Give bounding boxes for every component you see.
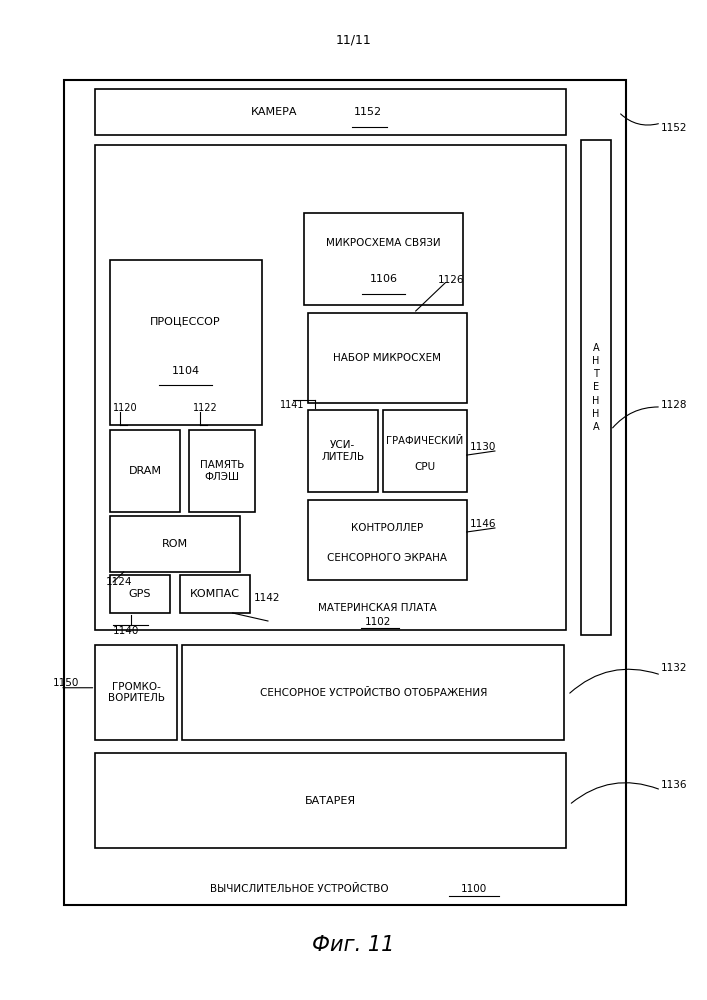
Text: 1122: 1122	[193, 403, 218, 413]
Bar	[95, 89, 566, 135]
Text: ГРАФИЧЕСКИЙ: ГРАФИЧЕСКИЙ	[386, 436, 464, 446]
Text: DRAM: DRAM	[129, 466, 161, 476]
Text: ПАМЯТЬ
ФЛЭШ: ПАМЯТЬ ФЛЭШ	[200, 460, 244, 482]
Text: ROM: ROM	[162, 539, 188, 549]
Bar	[308, 500, 467, 580]
Text: 1124: 1124	[106, 577, 132, 587]
Text: УСИ-
ЛИТЕЛЬ: УСИ- ЛИТЕЛЬ	[322, 440, 364, 462]
Text: 1132: 1132	[661, 663, 687, 673]
Bar	[110, 516, 240, 572]
Text: 1106: 1106	[370, 274, 397, 284]
Text: 1141: 1141	[279, 400, 304, 410]
Text: 1146: 1146	[470, 519, 496, 529]
Text: МАТЕРИНСКАЯ ПЛАТА: МАТЕРИНСКАЯ ПЛАТА	[318, 603, 437, 613]
Bar	[581, 140, 611, 635]
Text: КАМЕРА: КАМЕРА	[251, 107, 298, 117]
Text: Фиг. 11: Фиг. 11	[312, 935, 395, 955]
Bar	[180, 575, 250, 613]
Text: GPS: GPS	[129, 589, 151, 599]
Text: ВЫЧИСЛИТЕЛЬНОЕ УСТРОЙСТВО: ВЫЧИСЛИТЕЛЬНОЕ УСТРОЙСТВО	[211, 884, 389, 894]
Text: 1126: 1126	[438, 275, 464, 285]
Bar	[383, 410, 467, 492]
Bar	[64, 80, 626, 905]
Text: 1136: 1136	[661, 780, 687, 790]
Text: 1140: 1140	[113, 626, 139, 636]
Bar	[110, 575, 170, 613]
Text: 1128: 1128	[661, 400, 687, 410]
Text: А
Н
Т
Е
Н
Н
А: А Н Т Е Н Н А	[592, 343, 600, 432]
Bar	[110, 260, 262, 425]
Text: 1142: 1142	[254, 593, 280, 603]
Text: 1100: 1100	[461, 884, 487, 894]
Bar	[308, 313, 467, 403]
Text: СЕНСОРНОЕ УСТРОЙСТВО ОТОБРАЖЕНИЯ: СЕНСОРНОЕ УСТРОЙСТВО ОТОБРАЖЕНИЯ	[259, 688, 487, 698]
Text: МИКРОСХЕМА СВЯЗИ: МИКРОСХЕМА СВЯЗИ	[326, 238, 441, 248]
Text: 1120: 1120	[113, 403, 138, 413]
Bar	[182, 645, 564, 740]
Text: 1150: 1150	[53, 678, 79, 688]
Text: ПРОЦЕССОР: ПРОЦЕССОР	[151, 316, 221, 326]
Text: БАТАРЕЯ: БАТАРЕЯ	[305, 796, 356, 806]
Bar	[308, 410, 378, 492]
Text: CPU: CPU	[414, 462, 436, 472]
Text: 1102: 1102	[364, 617, 391, 627]
Text: КОМПАС: КОМПАС	[190, 589, 240, 599]
Bar	[95, 145, 566, 630]
Text: СЕНСОРНОГО ЭКРАНА: СЕНСОРНОГО ЭКРАНА	[327, 553, 447, 563]
Text: 1104: 1104	[172, 366, 199, 376]
Text: ГРОМКО-
ВОРИТЕЛЬ: ГРОМКО- ВОРИТЕЛЬ	[107, 682, 165, 703]
Text: 11/11: 11/11	[336, 33, 371, 46]
Bar	[95, 753, 566, 848]
Text: КОНТРОЛЛЕР: КОНТРОЛЛЕР	[351, 523, 423, 533]
Bar	[304, 213, 463, 305]
Bar	[189, 430, 255, 512]
Text: 1152: 1152	[661, 123, 687, 133]
Bar	[110, 430, 180, 512]
Text: 1130: 1130	[470, 442, 496, 452]
Text: НАБОР МИКРОСХЕМ: НАБОР МИКРОСХЕМ	[333, 353, 441, 363]
Text: 1152: 1152	[354, 107, 382, 117]
Bar	[95, 645, 177, 740]
